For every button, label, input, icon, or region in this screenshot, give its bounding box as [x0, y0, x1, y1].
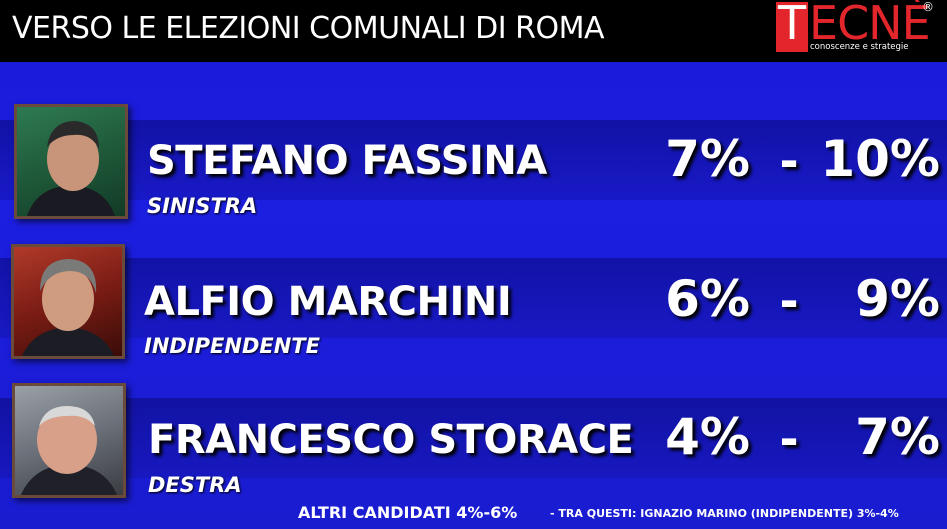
page-title: VERSO LE ELEZIONI COMUNALI DI ROMA	[12, 11, 605, 46]
range-high: 7%	[855, 408, 940, 466]
range-low: 6%	[665, 270, 750, 328]
candidate-band	[0, 398, 947, 478]
candidate-band	[0, 258, 947, 338]
range-low: 7%	[665, 130, 750, 188]
range-high: 9%	[855, 270, 940, 328]
range-separator: -	[779, 412, 799, 466]
header-bar: VERSO LE ELEZIONI COMUNALI DI ROMA T ECN…	[0, 0, 947, 62]
candidate-name: ALFIO MARCHINI	[144, 279, 512, 325]
logo-tagline: conoscenze e strategie	[810, 42, 909, 52]
other-candidates-text: ALTRI CANDIDATI 4%-6%	[298, 503, 518, 522]
candidate-party: SINISTRA	[147, 194, 258, 218]
candidate-photo-marchini	[11, 244, 125, 359]
other-candidates-note: - TRA QUESTI: IGNAZIO MARINO (INDIPENDEN…	[550, 507, 899, 520]
range-low: 4%	[665, 408, 750, 466]
range-separator: -	[779, 134, 799, 188]
range-high: 10%	[820, 130, 940, 188]
candidate-photo-storace	[12, 383, 126, 498]
candidate-party: DESTRA	[148, 473, 242, 497]
candidate-name: STEFANO FASSINA	[147, 138, 547, 184]
candidate-photo-fassina	[14, 104, 128, 219]
candidate-name: FRANCESCO STORACE	[148, 417, 634, 463]
logo-letter-t: T	[777, 0, 807, 50]
candidate-party: INDIPENDENTE	[144, 334, 320, 358]
registered-mark: ®	[922, 0, 934, 14]
logo-red-box	[776, 2, 808, 52]
candidate-band	[0, 120, 947, 200]
range-separator: -	[779, 274, 799, 328]
logo-wordmark: ECNÈ	[809, 0, 931, 50]
tecne-logo: T ECNÈ ® conoscenze e strategie	[776, 0, 938, 56]
